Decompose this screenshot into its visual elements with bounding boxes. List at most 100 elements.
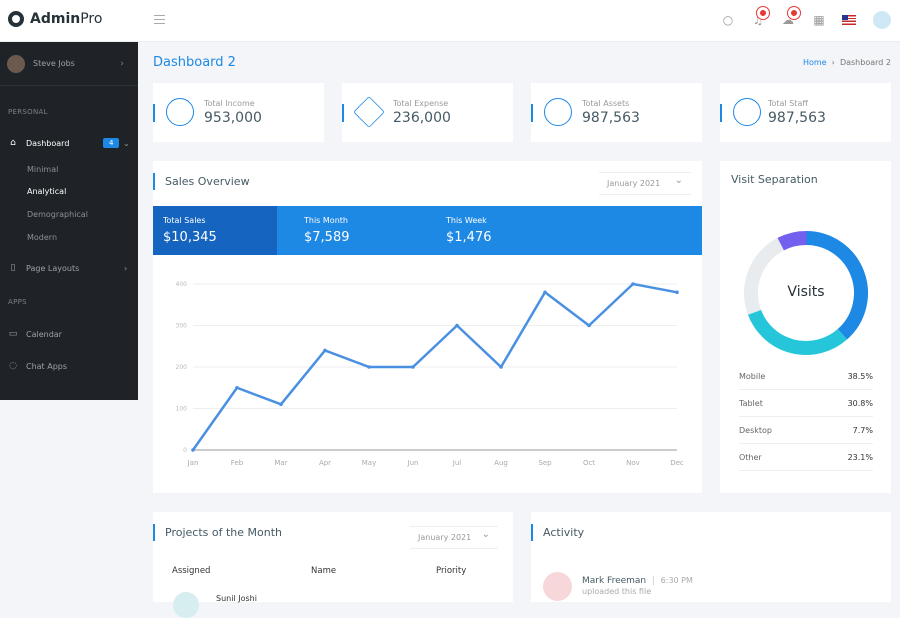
data-point[interactable] [279,402,283,407]
stat-card-income: Total Income 953,000 [153,83,324,142]
target-icon [544,98,572,126]
y-tick-label: 200 [176,364,188,371]
calendar-icon: ▭ [8,329,18,339]
activity-user[interactable]: Mark Freeman [582,576,647,586]
sidebar-subitem-modern[interactable]: Modern [27,233,58,242]
apps-grid-icon[interactable]: ▦ [813,13,825,27]
search-icon[interactable]: ○ [722,13,734,27]
avatar [543,572,572,601]
user-avatar[interactable] [873,11,891,29]
dashboard-badge: 4 [103,138,120,148]
sales-summary: Total Sales $10,345 This Month $7,589 This… [153,206,702,255]
sidebar-item-page-layouts[interactable]: ▯ Page Layouts › [8,263,132,273]
projects-card: Projects of the Month January 2021 [153,512,513,602]
sidebar-user[interactable]: Steve Jobs › [0,42,138,86]
data-point[interactable] [367,365,371,369]
sidebar-subitem-minimal[interactable]: Minimal [27,165,59,174]
sidebar-item-label: Calendar [26,329,62,339]
activity-text: uploaded this file [582,587,652,596]
donut-center-label: Visits [787,284,825,300]
data-point[interactable] [631,282,635,286]
x-tick-label: Mar [274,459,287,467]
data-point[interactable] [455,323,459,328]
menu-icon[interactable] [154,15,165,24]
bell-icon[interactable]: ♫ [752,13,764,27]
donut-slice-mobile[interactable] [805,231,868,340]
card-title: Visit Separation [731,173,818,186]
donut-slice-tablet[interactable] [747,309,847,355]
legend-value: 23.1% [847,452,873,462]
y-tick-label: 0 [183,447,187,454]
activity-card: Activity Mark Freeman | 6:30 PM uploaded… [531,512,891,602]
donut-slice-other[interactable] [744,237,785,315]
staff-icon [733,98,761,126]
visits-donut-chart [744,231,868,355]
y-tick-label: 300 [176,323,188,330]
topbar: AdminPro ○ ♫ ☁ ▦ [0,0,900,42]
logo[interactable]: AdminPro [8,11,102,27]
stat-value: 987,563 [768,110,826,126]
x-tick-label: Apr [319,459,331,467]
data-point[interactable] [323,348,327,353]
card-title: Sales Overview [165,175,250,188]
legend-row: Mobile 38.5% [739,363,873,390]
home-icon: ⌂ [10,138,16,148]
donut-slice-desktop[interactable] [777,231,807,251]
y-tick-label: 400 [176,281,188,288]
card-title: Activity [543,526,585,539]
sidebar-subitem-analytical[interactable]: Analytical [27,187,67,196]
pencil-shield-icon [166,98,194,126]
x-tick-label: Jul [452,459,462,467]
chevron-down-icon: ⌄ [123,138,130,148]
period-select[interactable]: January 2021 [410,526,498,549]
y-tick-label: 100 [176,406,188,413]
column-header-name[interactable]: Name [311,566,337,576]
period-select[interactable]: January 2021 [599,172,691,195]
x-tick-label: Jun [407,459,419,467]
data-point[interactable] [675,290,679,295]
x-tick-label: May [362,459,376,467]
data-point[interactable] [191,448,195,452]
sales-line [191,282,678,451]
stat-label: Total Income [204,99,255,108]
data-point[interactable] [543,290,547,295]
avatar [173,592,199,618]
page-title: Dashboard 2 [153,55,236,70]
breadcrumb: Home › Dashboard 2 [802,58,891,67]
sidebar-subitem-demographical[interactable]: Demographical [27,210,88,219]
legend-label: Tablet [739,398,763,408]
sidebar-item-chat[interactable]: ◌ Chat Apps [8,361,132,371]
sidebar-item-label: Dashboard [26,138,70,148]
layers-icon [353,96,385,128]
x-tick-label: Aug [494,459,508,467]
stat-value: 953,000 [204,110,262,126]
us-flag-icon[interactable] [842,15,856,25]
activity-time: 6:30 PM [660,576,693,585]
stat-label: Total Staff [768,99,808,108]
section-personal: PERSONAL [8,108,48,116]
data-point[interactable] [587,323,591,328]
column-header-priority[interactable]: Priority [436,566,467,576]
stat-label: Total Assets [582,99,630,108]
legend-row: Tablet 30.8% [739,390,873,417]
sidebar-item-calendar[interactable]: ▭ Calendar [8,329,132,339]
column-header-assigned[interactable]: Assigned [172,566,211,576]
sidebar-item-label: Chat Apps [26,361,68,371]
data-point[interactable] [499,365,503,369]
stat-label: Total Expense [393,99,449,108]
breadcrumb-home[interactable]: Home [802,58,827,67]
message-badge [788,7,800,19]
sidebar-item-label: Page Layouts [26,263,80,273]
user-name: Steve Jobs [33,59,75,68]
legend-row: Desktop 7.7% [739,417,873,444]
chevron-right-icon: › [120,58,124,69]
project-assignee: Sunil Joshi [216,594,257,603]
data-point[interactable] [235,385,239,390]
brand-name: Admin [30,11,81,27]
legend-value: 38.5% [847,371,873,381]
stat-card-staff: Total Staff 987,563 [720,83,891,142]
legend-value: 30.8% [847,398,873,408]
chevron-right-icon: › [124,263,128,273]
data-point[interactable] [411,365,415,369]
sidebar-item-dashboard[interactable]: ⌂ Dashboard 4 ⌄ [8,138,132,148]
